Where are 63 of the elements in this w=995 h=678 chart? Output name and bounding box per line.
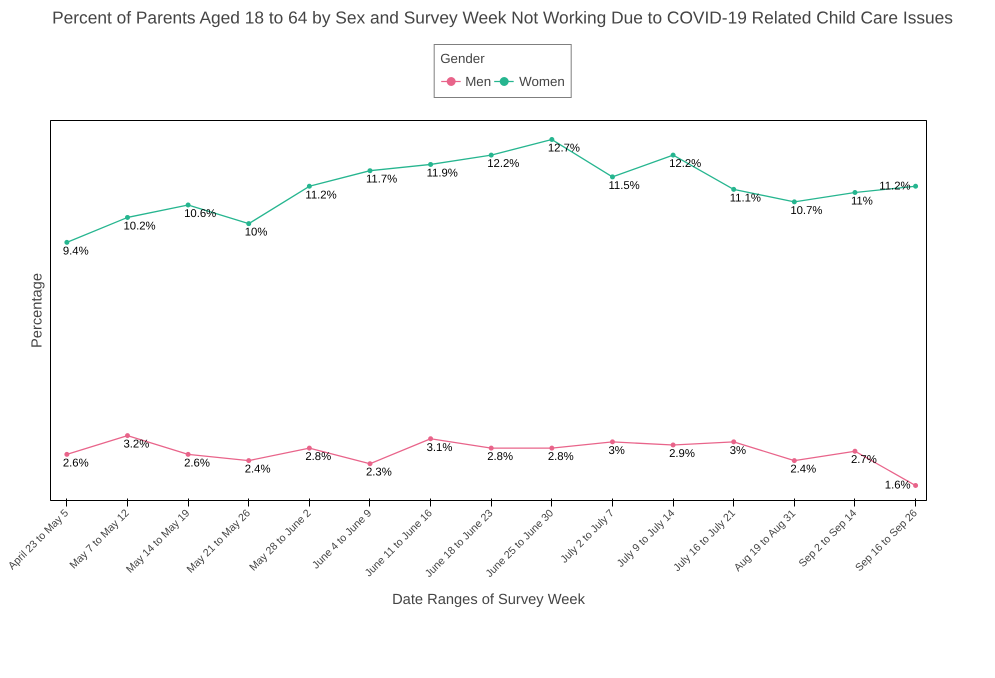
point [367,461,372,466]
point [549,137,554,142]
point [670,152,676,158]
point [913,483,918,488]
data-label: 10.7% [790,204,822,217]
legend-label: Women [519,74,565,88]
data-label: 2.6% [184,457,210,470]
point [306,446,312,451]
point [488,152,494,158]
point [306,184,312,189]
point [852,448,858,454]
data-label: 2.4% [244,464,271,476]
data-label: 3.2% [123,438,150,451]
data-label: 12.2% [487,158,520,170]
data-label: 2.8% [548,451,574,464]
point [913,184,918,189]
point [731,186,736,192]
data-label: 3% [730,444,746,457]
data-label: 3.1% [426,442,452,454]
point [549,446,554,451]
point [488,446,494,451]
data-label: 2.6% [62,457,89,470]
point [428,436,434,442]
data-label: 11% [850,196,873,208]
point [792,199,797,204]
point [852,190,858,196]
point [246,458,252,464]
point [64,240,70,245]
data-label: 2.4% [790,464,816,476]
legend-title: Gender [440,51,486,66]
point [792,458,797,464]
data-label: 11.1% [730,192,761,204]
point [124,214,130,220]
point [186,452,191,457]
data-label: 2.9% [669,448,695,460]
data-label: 2.3% [366,466,392,479]
point [670,442,676,448]
legend-label: Men [465,74,492,88]
x-tick-label: July 2 to July 7 [558,507,617,566]
point [64,452,70,457]
point [246,221,252,226]
data-label: 9.4% [62,245,89,258]
data-label: 11.9% [426,167,458,180]
y-axis-title: Percentage [30,273,46,348]
data-label: 3% [608,444,625,457]
data-label: 2.8% [305,451,332,464]
point [610,439,615,444]
point [367,168,372,174]
data-label: 10.6% [184,208,216,220]
point [731,439,736,444]
chart-title: Percent of Parents Aged 18 to 64 by Sex and Survey Week Not Working Due to COVID-19 Related Child Care Issues [52,8,954,28]
point [124,433,130,438]
x-axis-title: Date Ranges of Survey Week [392,592,586,608]
point [428,162,434,167]
data-label: 11.2% [305,189,337,202]
data-label: 10% [244,226,268,239]
data-label: 11.7% [366,174,398,186]
data-label: 1.6% [884,480,911,492]
point [610,174,615,180]
point [186,202,191,208]
data-label: 11.5% [608,180,640,192]
data-label: 10.2% [123,220,156,232]
data-label: 2.8% [487,451,514,464]
